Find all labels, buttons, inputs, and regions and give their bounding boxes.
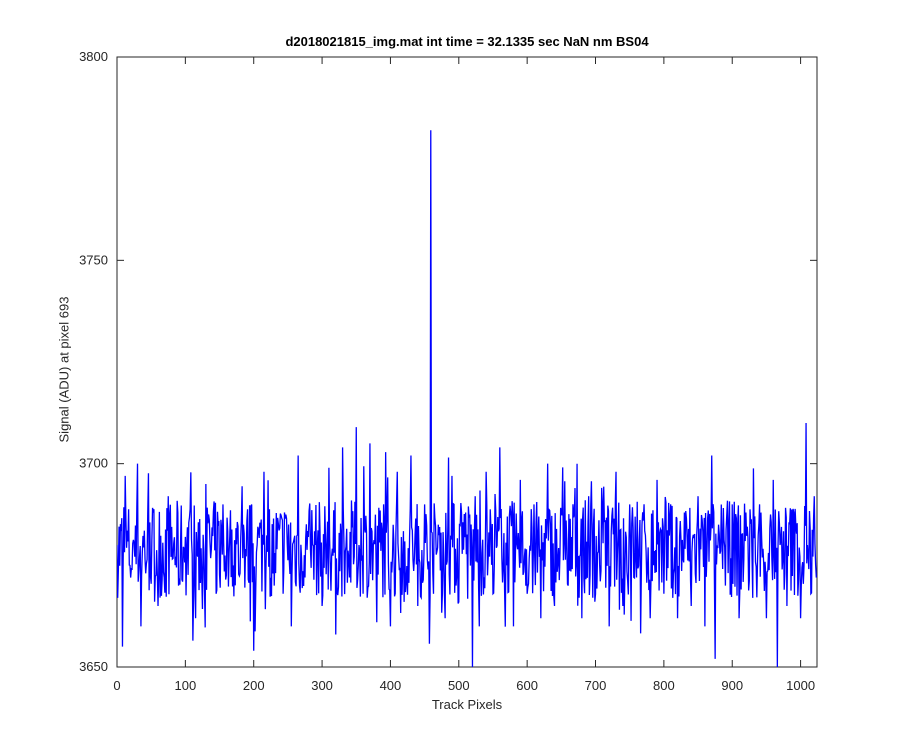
chart-title: d2018021815_img.mat int time = 32.1335 s… [285, 34, 649, 49]
x-tick-label: 900 [721, 678, 743, 693]
x-axis-label: Track Pixels [431, 697, 503, 712]
series-line [117, 130, 817, 667]
y-tick-label: 3650 [79, 659, 108, 674]
x-tick-label: 200 [243, 678, 265, 693]
ticks-layer: 0 100 200 300 400 500 600 700 800 900 1000 3650 3700… [79, 49, 817, 693]
x-tick-label: 0 [113, 678, 120, 693]
x-tick-label: 500 [448, 678, 470, 693]
y-tick-label: 3700 [79, 456, 108, 471]
x-tick-label: 400 [380, 678, 402, 693]
y-tick-label: 3750 [79, 252, 108, 267]
series-layer [117, 130, 817, 667]
x-tick-label: 700 [585, 678, 607, 693]
x-tick-label: 800 [653, 678, 675, 693]
x-tick-label: 100 [175, 678, 197, 693]
x-tick-label: 1000 [786, 678, 815, 693]
x-tick-label: 300 [311, 678, 333, 693]
x-tick-label: 600 [516, 678, 538, 693]
y-axis-label: Signal (ADU) at pixel 693 [56, 296, 72, 443]
y-tick-label: 3800 [79, 49, 108, 64]
